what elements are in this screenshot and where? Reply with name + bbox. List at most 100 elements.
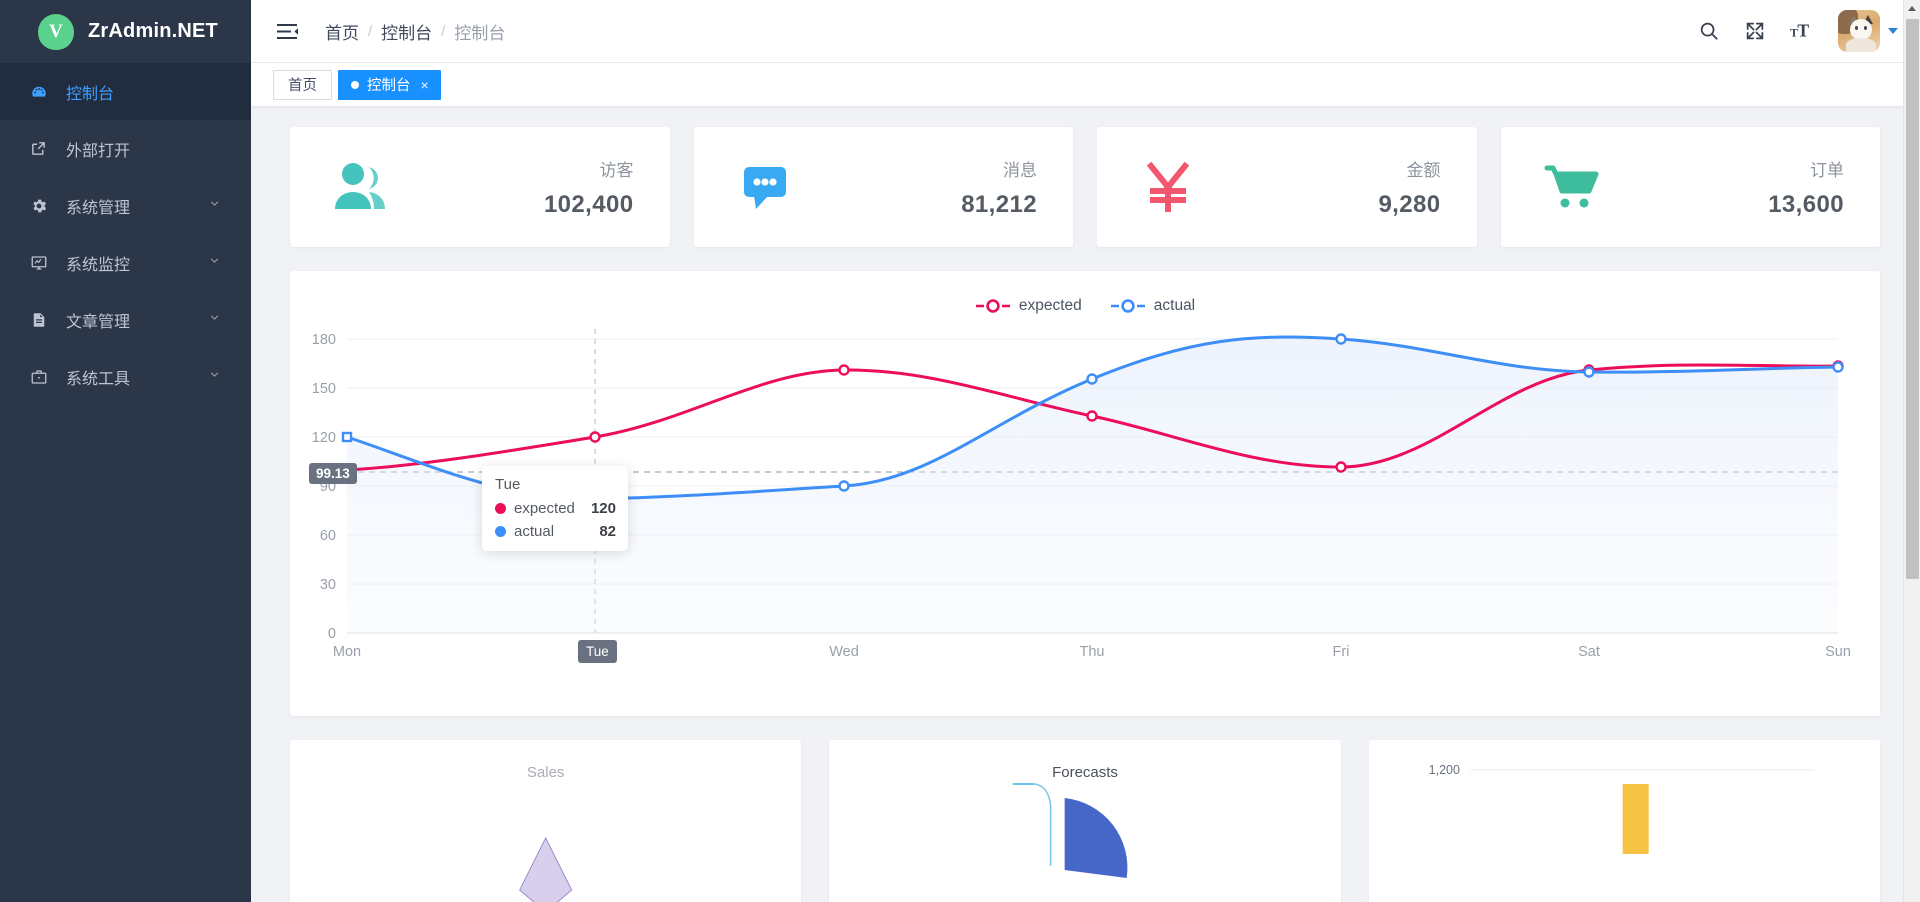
stat-card-amount[interactable]: 金额 9,280 bbox=[1097, 127, 1477, 247]
tab-home[interactable]: 首页 bbox=[273, 69, 332, 100]
sales-radar-card[interactable]: Sales bbox=[290, 740, 802, 902]
stat-label: 访客 bbox=[599, 160, 634, 180]
tooltip-title: Tue bbox=[495, 476, 521, 493]
stat-card-messages[interactable]: 消息 81,212 bbox=[693, 127, 1073, 247]
external-link-icon bbox=[30, 140, 60, 157]
stat-text: 消息 81,212 bbox=[961, 156, 1037, 219]
sidebar-item-article-manage[interactable]: 文章管理 bbox=[0, 291, 251, 348]
gear-icon bbox=[30, 197, 60, 215]
sidebar-item-system-tools[interactable]: 系统工具 bbox=[0, 348, 251, 405]
tab-label: 控制台 bbox=[367, 78, 411, 94]
navbar-actions: T T bbox=[1698, 10, 1898, 52]
stat-card-visitors[interactable]: 访客 102,400 bbox=[290, 127, 670, 247]
avatar[interactable] bbox=[1838, 10, 1880, 52]
search-icon[interactable] bbox=[1698, 20, 1720, 42]
bar-chart-card[interactable]: 1,200 bbox=[1368, 740, 1880, 902]
font-size-icon[interactable]: T T bbox=[1790, 20, 1814, 42]
top-navbar: 首页 / 控制台 / 控制台 bbox=[251, 0, 1920, 63]
legend-item-expected[interactable]: expected bbox=[975, 297, 1082, 315]
main-area: 首页 / 控制台 / 控制台 bbox=[251, 0, 1920, 902]
legend-marker-actual-icon bbox=[1110, 299, 1146, 313]
chart-point bbox=[341, 431, 353, 443]
breadcrumb-separator: / bbox=[368, 22, 373, 40]
legend-label: actual bbox=[1153, 297, 1196, 314]
user-menu[interactable] bbox=[1838, 10, 1898, 52]
sidebar-item-label: 系统工具 bbox=[66, 370, 131, 388]
brand-logo-icon: V bbox=[35, 11, 77, 52]
scrollbar-thumb[interactable] bbox=[1906, 19, 1919, 579]
message-icon bbox=[728, 161, 802, 213]
sidebar-item-external-open[interactable]: 外部打开 bbox=[0, 120, 251, 177]
chart-point bbox=[838, 364, 850, 376]
stat-value: 13,600 bbox=[1768, 190, 1844, 218]
triangle-up-icon bbox=[1908, 6, 1916, 11]
svg-text:T: T bbox=[1790, 26, 1798, 40]
tab-console[interactable]: 控制台 × bbox=[338, 69, 441, 100]
breadcrumb-item-console[interactable]: 控制台 bbox=[381, 23, 433, 43]
sales-radar-chart bbox=[519, 836, 573, 902]
svg-text:30: 30 bbox=[320, 577, 336, 593]
tooltip-row-expected: expected 120 bbox=[495, 500, 616, 517]
tooltip-series-value: 120 bbox=[590, 500, 616, 517]
stat-label: 消息 bbox=[1003, 160, 1037, 180]
svg-text:T: T bbox=[1797, 21, 1809, 41]
stat-value: 102,400 bbox=[543, 190, 634, 218]
avatar-cat-eye-right bbox=[1864, 26, 1867, 30]
chevron-down-icon bbox=[208, 197, 221, 215]
svg-text:Mon: Mon bbox=[333, 644, 361, 660]
chart-y-axis-labels: 180 150 120 90 60 30 0 bbox=[312, 332, 336, 642]
svg-text:60: 60 bbox=[320, 528, 336, 544]
chart-point bbox=[1583, 366, 1595, 378]
stat-value: 81,212 bbox=[961, 190, 1037, 218]
svg-text:Fri: Fri bbox=[1333, 644, 1350, 660]
chart-point bbox=[1832, 361, 1844, 373]
breadcrumb-item-current: 控制台 bbox=[454, 23, 506, 43]
breadcrumb-separator: / bbox=[441, 22, 446, 40]
chart-point bbox=[589, 431, 601, 443]
breadcrumb: 首页 / 控制台 / 控制台 bbox=[325, 19, 505, 44]
sidebar-item-label: 系统管理 bbox=[66, 199, 131, 217]
close-icon[interactable]: × bbox=[420, 76, 429, 93]
legend-item-actual[interactable]: actual bbox=[1110, 297, 1195, 315]
page-scrollbar[interactable] bbox=[1903, 0, 1920, 902]
breadcrumb-item-home[interactable]: 首页 bbox=[325, 23, 359, 43]
svg-text:Sun: Sun bbox=[1825, 644, 1851, 660]
scrollbar-up-button[interactable] bbox=[1904, 0, 1920, 17]
axis-pointer-x-label: Tue bbox=[578, 640, 617, 663]
tooltip-series-name: expected bbox=[514, 500, 575, 517]
svg-text:0: 0 bbox=[328, 626, 336, 642]
chevron-down-icon bbox=[208, 311, 221, 329]
svg-text:150: 150 bbox=[312, 381, 336, 397]
menu-collapse-icon[interactable] bbox=[275, 22, 299, 41]
stat-label: 订单 bbox=[1810, 160, 1844, 180]
content-scroll-area: 访客 102,400 消 bbox=[251, 107, 1920, 902]
avatar-cat-body bbox=[1846, 38, 1876, 52]
avatar-cat-head bbox=[1850, 19, 1872, 40]
bottom-cards-row: Sales Forecasts 1,20 bbox=[290, 740, 1880, 902]
chart-point bbox=[1086, 410, 1098, 422]
stat-card-orders[interactable]: 订单 13,600 bbox=[1500, 127, 1880, 247]
dashboard-icon bbox=[30, 83, 60, 101]
tab-label: 首页 bbox=[288, 78, 317, 94]
fullscreen-icon[interactable] bbox=[1744, 20, 1766, 42]
brand-title: ZrAdmin.NET bbox=[88, 20, 218, 42]
sidebar-menu: 控制台 外部打开 系统管理 bbox=[0, 63, 251, 902]
document-icon bbox=[30, 311, 60, 329]
avatar-cat-ear-right bbox=[1863, 15, 1873, 24]
tooltip-row-actual: actual 82 bbox=[495, 523, 616, 540]
stat-cards: 访客 102,400 消 bbox=[290, 127, 1880, 247]
svg-text:Thu: Thu bbox=[1080, 644, 1105, 660]
forecasts-pie-card[interactable]: Forecasts bbox=[829, 740, 1341, 902]
sidebar-item-system-manage[interactable]: 系统管理 bbox=[0, 177, 251, 234]
sidebar: V ZrAdmin.NET 控制台 bbox=[0, 0, 251, 902]
chevron-down-icon[interactable] bbox=[1888, 28, 1898, 34]
brand-header[interactable]: V ZrAdmin.NET bbox=[0, 0, 251, 63]
brand-logo-letter: V bbox=[49, 20, 63, 42]
stat-text: 金额 9,280 bbox=[1378, 156, 1440, 219]
sidebar-item-dashboard[interactable]: 控制台 bbox=[0, 63, 251, 120]
sidebar-item-system-monitor[interactable]: 系统监控 bbox=[0, 234, 251, 291]
users-icon bbox=[324, 161, 398, 213]
chart-point bbox=[1086, 373, 1098, 385]
toolbox-icon bbox=[30, 368, 60, 386]
